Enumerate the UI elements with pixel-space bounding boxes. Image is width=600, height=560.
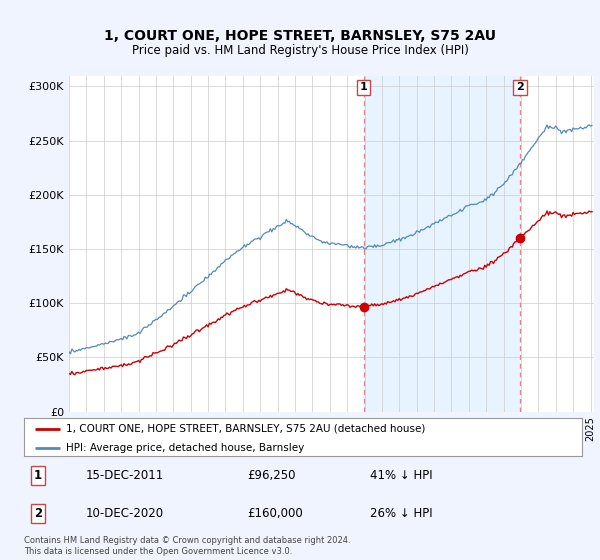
Text: 2: 2 <box>34 507 42 520</box>
Text: 10-DEC-2020: 10-DEC-2020 <box>85 507 164 520</box>
Text: 41% ↓ HPI: 41% ↓ HPI <box>370 469 433 482</box>
Text: £96,250: £96,250 <box>247 469 296 482</box>
Text: HPI: Average price, detached house, Barnsley: HPI: Average price, detached house, Barn… <box>66 443 304 453</box>
Text: 15-DEC-2011: 15-DEC-2011 <box>85 469 164 482</box>
Text: 2: 2 <box>516 82 524 92</box>
Text: £160,000: £160,000 <box>247 507 303 520</box>
Text: 1, COURT ONE, HOPE STREET, BARNSLEY, S75 2AU: 1, COURT ONE, HOPE STREET, BARNSLEY, S75… <box>104 29 496 44</box>
Text: Contains HM Land Registry data © Crown copyright and database right 2024.
This d: Contains HM Land Registry data © Crown c… <box>24 536 350 556</box>
Bar <box>364 76 520 412</box>
Text: 1: 1 <box>34 469 42 482</box>
Text: 1: 1 <box>360 82 368 92</box>
Text: 1, COURT ONE, HOPE STREET, BARNSLEY, S75 2AU (detached house): 1, COURT ONE, HOPE STREET, BARNSLEY, S75… <box>66 423 425 433</box>
Text: Price paid vs. HM Land Registry's House Price Index (HPI): Price paid vs. HM Land Registry's House … <box>131 44 469 57</box>
Text: 26% ↓ HPI: 26% ↓ HPI <box>370 507 433 520</box>
